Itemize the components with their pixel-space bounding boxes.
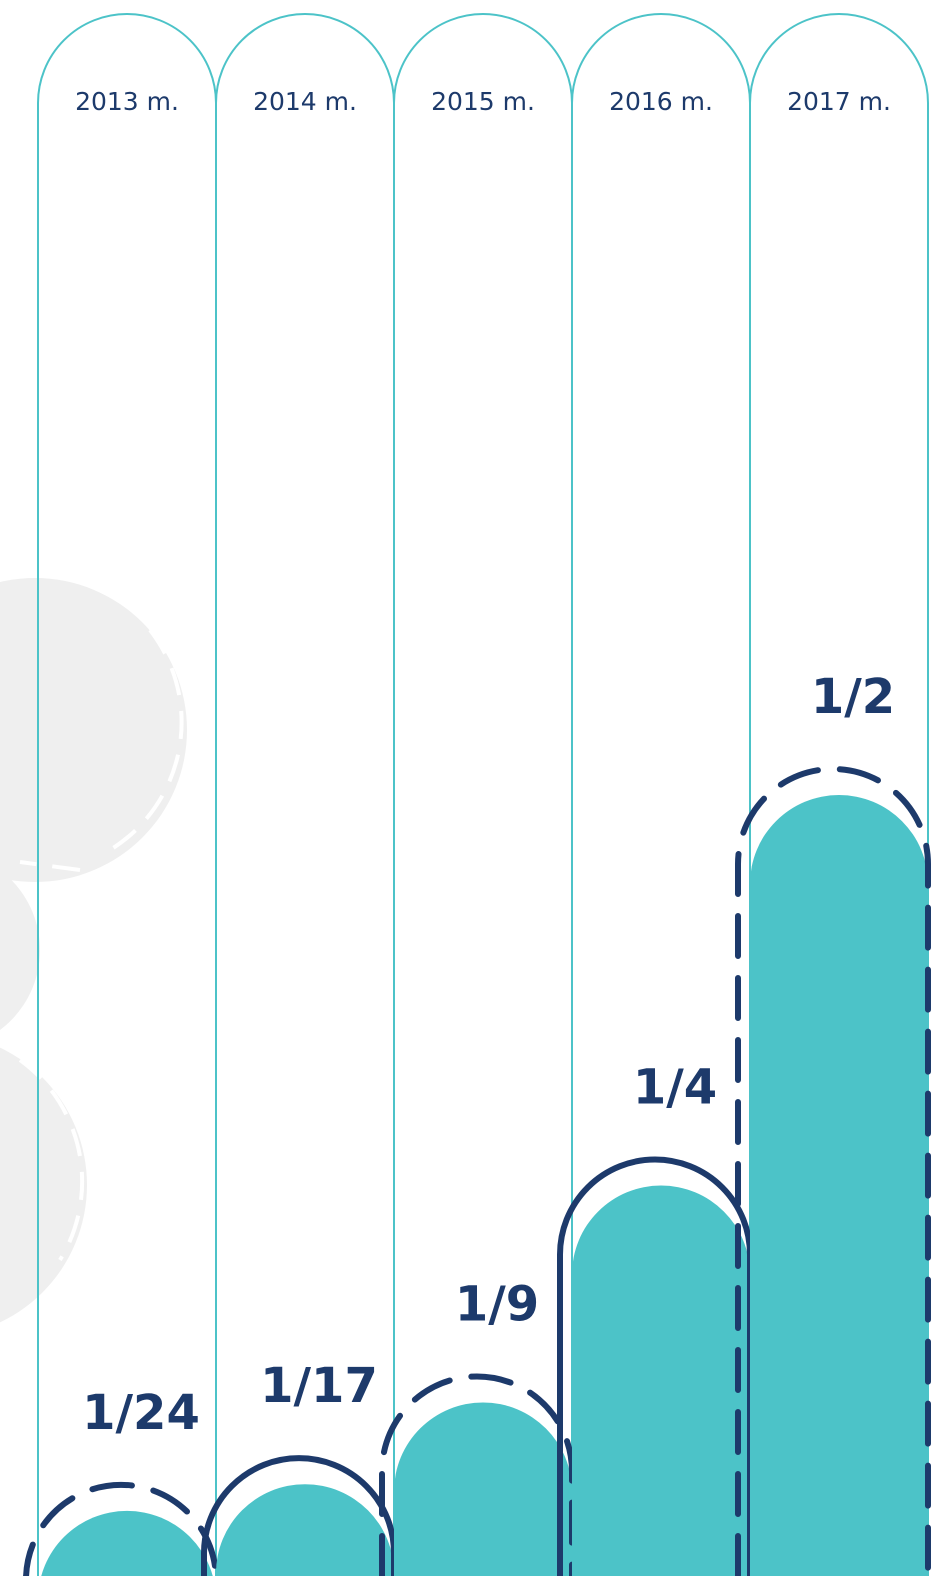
value-label: 1/2 — [811, 669, 895, 725]
x-tick-label: 2016 m. — [609, 87, 713, 116]
column — [215, 13, 395, 1576]
bar-outline — [379, 1373, 575, 1576]
column — [393, 13, 573, 1576]
x-tick-label: 2014 m. — [253, 87, 357, 116]
bar — [572, 1185, 751, 1576]
bar-outline — [23, 1481, 219, 1576]
x-tick-label: 2015 m. — [431, 87, 535, 116]
bar — [750, 795, 928, 1576]
x-tick-label: 2017 m. — [787, 87, 891, 116]
column — [37, 13, 217, 1576]
value-label: 1/9 — [455, 1276, 539, 1332]
decoration — [0, 578, 187, 1323]
bar — [41, 1510, 213, 1576]
bar-outline — [735, 766, 931, 1576]
value-label: 1/17 — [260, 1358, 378, 1414]
value-label: 1/4 — [633, 1060, 717, 1116]
bar-outline — [557, 1156, 753, 1576]
value-label: 1/24 — [82, 1385, 200, 1441]
column — [571, 13, 751, 1576]
bar — [394, 1402, 572, 1576]
bar-outline — [201, 1455, 397, 1576]
bar — [216, 1484, 394, 1576]
column — [749, 13, 929, 1576]
x-tick-label: 2013 m. — [75, 87, 179, 116]
